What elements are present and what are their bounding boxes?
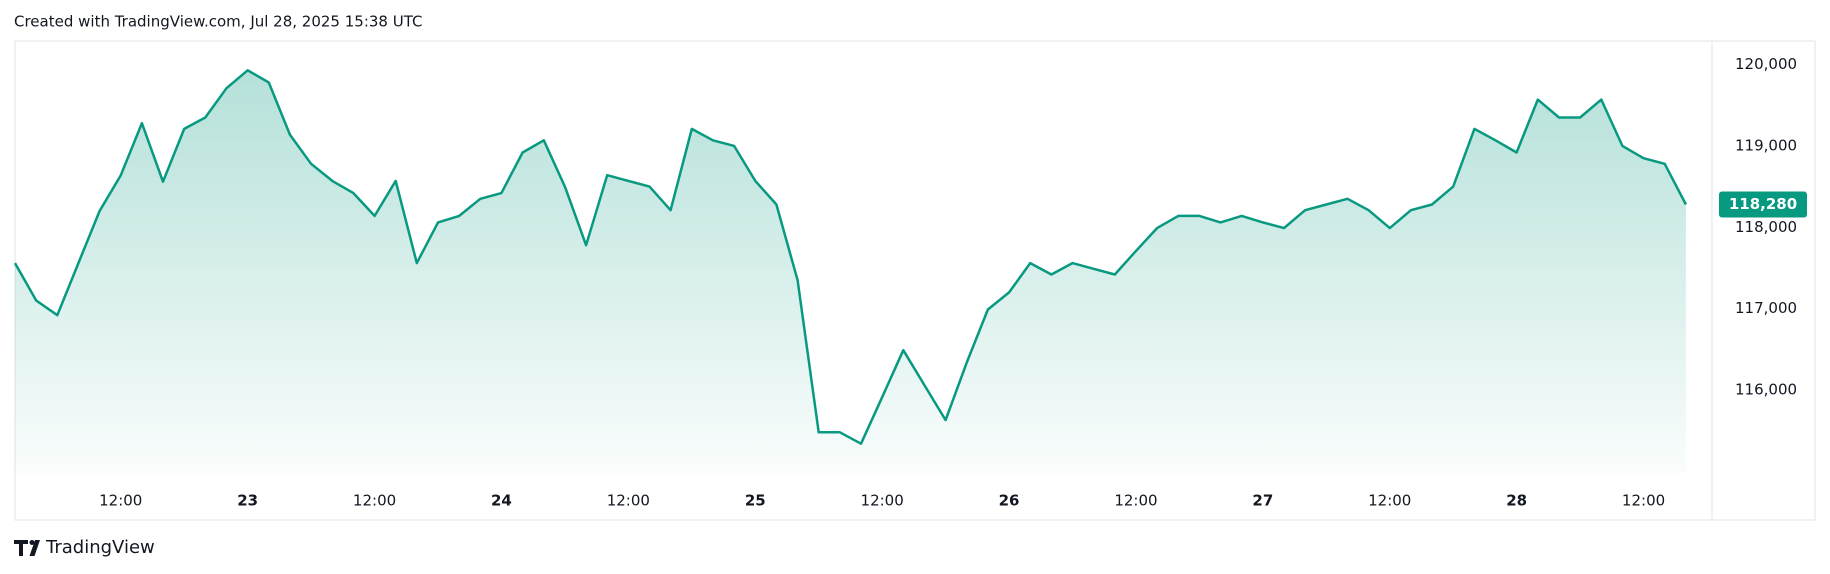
y-tick-label: 116,000	[1735, 381, 1797, 399]
x-tick-label: 24	[491, 492, 512, 510]
area-fill	[15, 70, 1686, 474]
x-tick-label: 12:00	[1114, 492, 1157, 510]
price-badge-label: 118,280	[1729, 195, 1797, 213]
x-tick-label: 23	[237, 492, 258, 510]
tradingview-logo	[14, 540, 40, 556]
x-tick-label: 27	[1252, 492, 1273, 510]
y-tick-label: 120,000	[1735, 55, 1797, 73]
price-badge	[1719, 191, 1807, 218]
footer-brand: TradingView	[45, 537, 155, 558]
y-tick-label: 118,000	[1735, 218, 1797, 236]
x-tick-label: 28	[1506, 492, 1527, 510]
x-tick-label: 12:00	[353, 492, 396, 510]
x-tick-label: 25	[745, 492, 766, 510]
y-tick-label: 119,000	[1735, 136, 1797, 154]
y-tick-label: 117,000	[1735, 299, 1797, 317]
x-tick-label: 12:00	[1622, 492, 1665, 510]
x-tick-label: 12:00	[861, 492, 904, 510]
x-tick-label: 12:00	[99, 492, 142, 510]
x-tick-label: 12:00	[607, 492, 650, 510]
header: Created with TradingView.com, Jul 28, 20…	[14, 13, 422, 31]
price-line	[13, 69, 1688, 445]
x-tick-label: 12:00	[1368, 492, 1411, 510]
x-tick-label: 26	[999, 492, 1020, 510]
